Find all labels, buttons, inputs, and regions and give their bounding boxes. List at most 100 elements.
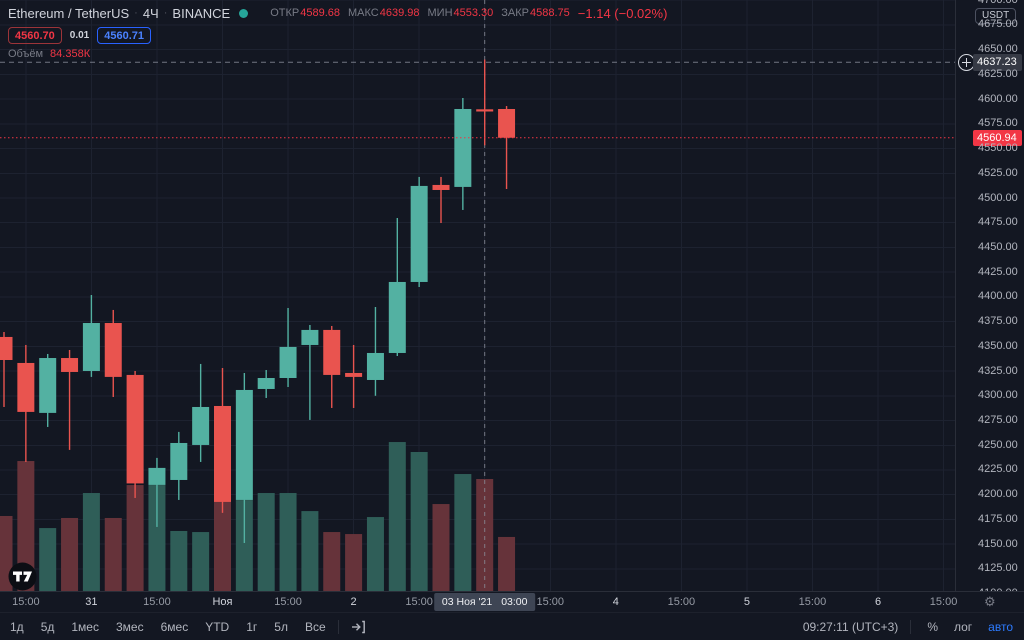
volume-row: Объём 84.358К bbox=[8, 48, 667, 60]
time-axis-tick: 15:00 bbox=[798, 596, 827, 608]
time-axis[interactable]: 03 Ноя '21 03:00 ⚙ 15:00 31 15:00 Ноя 15:00 2… bbox=[0, 591, 1024, 612]
ohlc-label: МИН bbox=[427, 7, 453, 19]
candle-body bbox=[323, 329, 341, 375]
percent-scale-toggle[interactable]: % bbox=[927, 619, 938, 634]
time-axis-tick: 15:00 bbox=[929, 596, 958, 608]
volume-bar bbox=[366, 517, 384, 591]
price-axis-tick: 4250.00 bbox=[978, 438, 1018, 451]
interval-label[interactable]: 4Ч bbox=[142, 5, 159, 21]
time-axis-tick: 4 bbox=[612, 596, 619, 608]
range-button-все[interactable]: Все bbox=[304, 619, 326, 634]
range-selector: 1д 5д 1мес 3мес 6мес YTD 1г 5л Все bbox=[0, 620, 326, 634]
time-axis-tick: Ноя bbox=[212, 596, 233, 608]
ohlc-value: 4639.98 bbox=[379, 7, 420, 19]
ohlc-value: 4589.68 bbox=[300, 7, 340, 19]
volume-bar bbox=[148, 485, 166, 591]
symbol-name[interactable]: Ethereum / TetherUS bbox=[8, 5, 130, 21]
clock-label[interactable]: 09:27:11 (UTC+3) bbox=[802, 619, 899, 634]
volume-bar bbox=[214, 500, 231, 591]
candle-body bbox=[388, 281, 406, 353]
candle-body bbox=[454, 108, 472, 187]
currency-badge[interactable]: USDT bbox=[975, 8, 1017, 24]
volume-bar bbox=[192, 532, 210, 591]
volume-value: 84.358К bbox=[50, 48, 91, 60]
price-axis-tick: 4275.00 bbox=[978, 414, 1018, 427]
ohlc-label: ЗАКР bbox=[501, 7, 530, 19]
price-axis-tick: 4625.00 bbox=[978, 67, 1018, 80]
market-status-dot-icon[interactable] bbox=[239, 8, 249, 18]
volume-bar bbox=[39, 528, 57, 591]
ohlc-value: 4588.75 bbox=[530, 7, 570, 19]
candle-body bbox=[192, 406, 210, 445]
symbol-row: Ethereum / TetherUS · 4Ч · BINANCE ОТКР 4… bbox=[8, 4, 667, 22]
ohlc-values: ОТКР 4589.68 МАКС 4639.98 МИН 4553.30 ЗАКР 4588… bbox=[262, 7, 570, 19]
auto-scale-toggle[interactable]: авто bbox=[988, 619, 1013, 634]
toolbar-divider bbox=[910, 619, 912, 634]
volume-bar bbox=[235, 500, 253, 591]
log-scale-toggle[interactable]: лог bbox=[953, 619, 973, 634]
go-to-date-icon[interactable] bbox=[351, 620, 366, 634]
range-button-1мес[interactable]: 1мес bbox=[71, 619, 99, 634]
range-button-6мес[interactable]: 6мес bbox=[160, 619, 189, 634]
change-value: −1.14 (−0.02%) bbox=[577, 5, 668, 21]
price-axis-tick: 4200.00 bbox=[978, 488, 1018, 501]
price-axis-tick: 4400.00 bbox=[978, 290, 1018, 303]
chart-plot-area[interactable]: Ethereum / TetherUS · 4Ч · BINANCE ОТКР 4… bbox=[0, 0, 956, 591]
crosshair-price-badge: 4637.23 bbox=[973, 53, 1022, 71]
price-axis-tick: 4375.00 bbox=[978, 315, 1018, 328]
price-axis-tick: 4325.00 bbox=[978, 364, 1018, 377]
toolbar-divider bbox=[337, 619, 339, 634]
candle-body bbox=[432, 184, 450, 190]
tradingview-logo-icon[interactable] bbox=[8, 562, 37, 591]
axis-separator bbox=[955, 0, 956, 612]
price-axis-tick: 4600.00 bbox=[978, 92, 1018, 105]
toolbar-right: 09:27:11 (UTC+3) % лог авто bbox=[802, 619, 1024, 634]
time-axis-tick: 15:00 bbox=[536, 596, 565, 608]
volume-bar bbox=[498, 536, 516, 591]
price-axis-tick: 4350.00 bbox=[978, 339, 1018, 352]
range-button-3мес[interactable]: 3мес bbox=[115, 619, 144, 634]
price-axis-tick: 4150.00 bbox=[978, 537, 1018, 550]
time-axis-tick: 2 bbox=[350, 596, 357, 608]
price-axis-tick: 4175.00 bbox=[978, 512, 1018, 525]
candle-body bbox=[301, 329, 319, 345]
price-axis-tick: 4700.00 bbox=[978, 0, 1018, 6]
volume-bar bbox=[323, 532, 341, 591]
chart-legend: Ethereum / TetherUS · 4Ч · BINANCE ОТКР 4… bbox=[8, 4, 667, 60]
time-axis-tick: 5 bbox=[743, 596, 750, 608]
volume-bar bbox=[432, 504, 450, 591]
range-button-1г[interactable]: 1г bbox=[246, 619, 258, 634]
exchange-label[interactable]: BINANCE bbox=[172, 5, 231, 21]
time-axis-tick: 15:00 bbox=[12, 596, 40, 608]
range-button-5л[interactable]: 5л bbox=[274, 619, 288, 634]
ohlc-label: ОТКР bbox=[270, 7, 300, 19]
candle-body bbox=[410, 185, 428, 282]
volume-bar bbox=[388, 442, 406, 591]
ohlc-label: МАКС bbox=[348, 7, 379, 19]
crosshair-time-badge: 03 Ноя '21 03:00 bbox=[433, 593, 536, 611]
volume-bar bbox=[279, 493, 297, 591]
gear-icon[interactable]: ⚙ bbox=[984, 594, 996, 609]
range-button-5д[interactable]: 5д bbox=[40, 619, 55, 634]
price-axis-tick: 4225.00 bbox=[978, 463, 1018, 476]
time-axis-tick: 15:00 bbox=[143, 596, 171, 608]
candle-body bbox=[126, 374, 144, 484]
candle-body bbox=[214, 405, 231, 502]
volume-bar bbox=[61, 517, 79, 591]
volume-bar bbox=[345, 534, 363, 591]
range-button-1д[interactable]: 1д bbox=[10, 619, 24, 634]
price-axis-tick: 4675.00 bbox=[978, 18, 1018, 31]
crosshair-date: 03 Ноя '21 bbox=[441, 596, 493, 608]
candlestick-chart bbox=[0, 0, 956, 591]
price-axis[interactable]: USDT 4637.23 4560.94 4100.004125.004150.… bbox=[956, 0, 1024, 599]
candle-body bbox=[498, 108, 516, 138]
sell-button[interactable]: 4560.70 bbox=[8, 27, 62, 44]
candle-body bbox=[82, 323, 100, 371]
candle-body bbox=[279, 346, 297, 378]
range-button-ytd[interactable]: YTD bbox=[205, 619, 230, 634]
price-axis-tick: 4475.00 bbox=[978, 216, 1018, 229]
candle-body bbox=[257, 377, 275, 389]
time-axis-tick: 31 bbox=[85, 596, 98, 608]
buy-button[interactable]: 4560.71 bbox=[97, 27, 151, 44]
